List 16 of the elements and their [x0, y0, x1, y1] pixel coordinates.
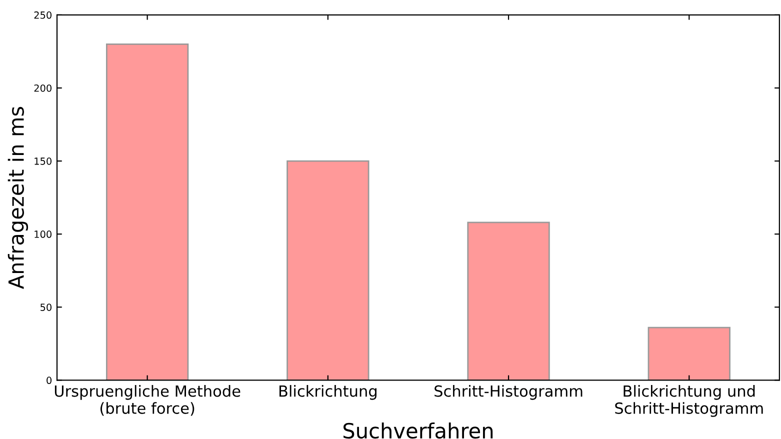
x-tick-label: Urspruengliche Methode (brute force): [54, 385, 240, 416]
x-tick-label: Blickrichtung: [279, 385, 376, 400]
y-tick-label: 150: [34, 158, 52, 165]
x-axis-title: Suchverfahren: [343, 422, 493, 439]
bar: [467, 222, 550, 380]
y-axis-title: Anfragezeit in ms: [8, 106, 28, 290]
y-tick-label: 200: [34, 84, 52, 92]
y-tick-label: 100: [34, 230, 52, 238]
bar: [106, 43, 189, 380]
bar: [286, 160, 370, 380]
bar: [648, 326, 730, 380]
y-tick-label: 50: [40, 304, 52, 311]
x-tick-label: Blickrichtung und Schritt-Histogramm: [615, 385, 763, 417]
y-tick-label: 250: [34, 11, 52, 19]
x-tick-label: Schritt-Histogramm: [434, 385, 582, 400]
y-tick-label: 0: [46, 376, 52, 384]
